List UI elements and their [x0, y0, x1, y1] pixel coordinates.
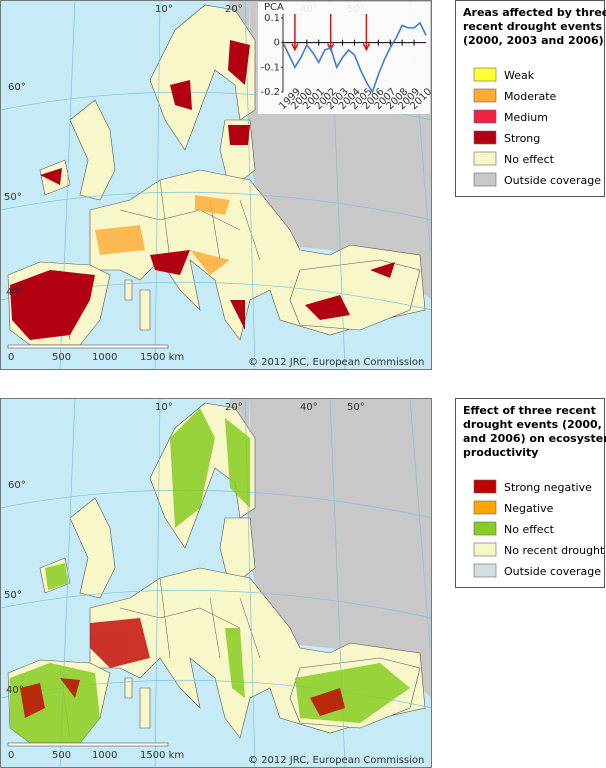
legend-title: Areas affected by three recent drought ev… [463, 6, 606, 47]
scale-label: 1500 km [140, 750, 184, 761]
legend-label: Outside coverage [504, 174, 601, 187]
copyright: © 2012 JRC, European Commission [248, 357, 424, 368]
lat-label: 40° [6, 685, 24, 696]
legend-label: No recent drought [504, 544, 605, 557]
lon-label: 10° [155, 402, 173, 413]
legend-swatch [473, 563, 497, 578]
scale-bar [7, 344, 169, 349]
legend: Effect of three recent drought events (20… [455, 398, 606, 588]
lon-label: 50° [347, 402, 365, 413]
event-arrow [362, 14, 371, 52]
y-tick-label: 0.1 [264, 13, 280, 24]
lon-label: 10° [155, 4, 173, 15]
legend-swatch [473, 500, 497, 515]
lat-label: 40° [6, 287, 24, 298]
event-arrow [291, 14, 299, 52]
legend-label: Strong negative [504, 481, 592, 494]
lon-label: 40° [300, 402, 318, 413]
y-tick-label: -0.2 [260, 87, 280, 98]
legend-label: No effect [504, 523, 555, 536]
legend-swatch [473, 521, 497, 536]
inset-chart: PCA0.10-0.1-0.21999200020012002200320042… [258, 2, 434, 114]
pca-line [282, 21, 427, 94]
legend-swatch [473, 151, 497, 166]
y-tick-label: -0.1 [260, 62, 280, 73]
scale-label: 1000 [92, 352, 117, 363]
legend-label: Outside coverage [504, 565, 601, 578]
lon-label: 20° [225, 4, 243, 15]
scale-label: 500 [52, 352, 71, 363]
y-tick-label: 0 [274, 38, 280, 49]
legend-swatch [473, 172, 497, 187]
lat-label: 50° [4, 590, 22, 601]
scale-label: 500 [52, 750, 71, 761]
scale-label: 0 [8, 750, 14, 761]
legend-swatch [473, 130, 497, 145]
legend-title: Effect of three recent drought events (20… [463, 404, 606, 459]
legend-swatch [473, 542, 497, 557]
legend-label: Negative [504, 502, 554, 515]
legend-label: Medium [504, 111, 548, 124]
legend-label: No effect [504, 153, 555, 166]
scale-label: 1500 km [140, 352, 184, 363]
scale-label: 1000 [92, 750, 117, 761]
legend-swatch [473, 479, 497, 494]
lat-label: 60° [8, 82, 26, 93]
scale-label: 0 [8, 352, 14, 363]
scale-bar [7, 742, 169, 747]
lat-label: 50° [4, 192, 22, 203]
copyright: © 2012 JRC, European Commission [248, 755, 424, 766]
legend-label: Strong [504, 132, 540, 145]
inset-bg [258, 2, 430, 114]
legend-label: Moderate [504, 90, 557, 103]
legend-swatch [473, 88, 497, 103]
lat-label: 60° [8, 480, 26, 491]
y-axis-label: PCA [264, 2, 284, 13]
legend: Areas affected by three recent drought ev… [455, 0, 606, 197]
legend-label: Weak [504, 69, 535, 82]
legend-swatch [473, 67, 497, 82]
lon-label: 20° [225, 402, 243, 413]
legend-swatch [473, 109, 497, 124]
map-panel: © 2012 JRC, European Commission 0 500 1000 1… [4, 402, 424, 766]
